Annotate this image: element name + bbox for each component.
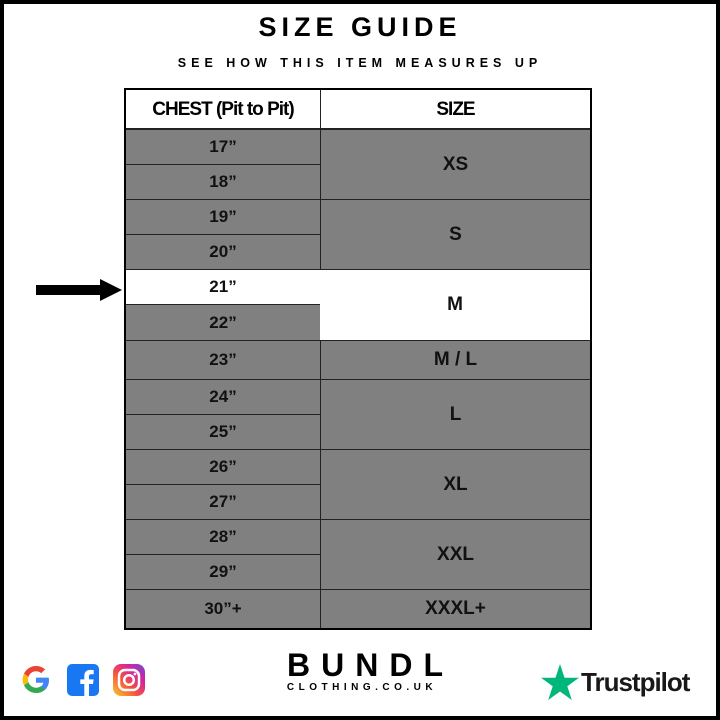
- size-cell: S: [321, 200, 590, 269]
- google-icon[interactable]: [20, 664, 52, 696]
- row-divider: [126, 589, 320, 590]
- trustpilot-badge[interactable]: Trustpilot: [541, 664, 690, 700]
- arrow-right-icon: [36, 279, 122, 301]
- chest-cell: 25”: [126, 415, 320, 449]
- chest-cell: 29”: [126, 555, 320, 589]
- column-divider: [320, 199, 321, 269]
- column-divider: [320, 519, 321, 589]
- size-cell: L: [321, 380, 590, 449]
- row-divider: [126, 449, 320, 450]
- row-divider: [126, 414, 320, 415]
- size-cell-highlighted: M: [320, 269, 590, 340]
- row-divider: [320, 589, 590, 590]
- row-divider: [320, 519, 590, 520]
- chest-cell: 19”: [126, 200, 320, 234]
- column-header-chest: CHEST (Pit to Pit): [126, 90, 320, 129]
- row-divider: [320, 269, 590, 270]
- row-divider: [126, 379, 320, 380]
- column-divider: [320, 379, 321, 449]
- row-divider: [126, 164, 320, 165]
- column-header-size: SIZE: [321, 90, 590, 129]
- chest-cell: 24”: [126, 380, 320, 414]
- row-divider: [126, 340, 320, 341]
- row-divider: [320, 340, 590, 341]
- size-cell: XXXL+: [321, 590, 590, 628]
- chest-cell: 22”: [126, 305, 320, 340]
- size-cell: XL: [321, 450, 590, 519]
- page-subtitle: SEE HOW THIS ITEM MEASURES UP: [177, 56, 543, 70]
- row-divider: [320, 379, 590, 380]
- chest-cell-highlighted: 21”: [126, 270, 320, 304]
- column-divider: [320, 449, 321, 519]
- chest-cell: 17”: [126, 130, 320, 164]
- page-title: SIZE GUIDE: [258, 12, 462, 42]
- column-divider: [320, 340, 321, 379]
- column-divider: [320, 129, 321, 199]
- size-cell: M / L: [321, 341, 590, 379]
- row-divider: [126, 199, 320, 200]
- chest-cell: 27”: [126, 485, 320, 519]
- trustpilot-star-icon: [541, 664, 579, 700]
- row-divider: [126, 269, 320, 270]
- facebook-icon[interactable]: [67, 664, 99, 696]
- row-divider: [320, 449, 590, 450]
- chest-cell: 26”: [126, 450, 320, 484]
- row-divider: [126, 519, 320, 520]
- chest-cell: 30”+: [126, 590, 320, 628]
- size-cell: XXL: [321, 520, 590, 589]
- brand-logo: BUNDL CLOTHING.CO.UK: [286, 647, 454, 693]
- chest-cell: 23”: [126, 341, 320, 379]
- size-table: CHEST (Pit to Pit) SIZE 17” 18” 19” 20” 21” 22”…: [124, 88, 592, 630]
- chest-cell: 28”: [126, 520, 320, 554]
- instagram-icon[interactable]: [113, 664, 145, 696]
- chest-cell: 20”: [126, 235, 320, 269]
- row-divider: [126, 234, 320, 235]
- row-divider: [126, 304, 320, 305]
- row-divider: [320, 199, 590, 200]
- column-divider: [320, 589, 321, 628]
- size-cell: XS: [321, 130, 590, 199]
- header-divider: [126, 128, 590, 130]
- chest-cell: 18”: [126, 165, 320, 199]
- column-divider: [320, 90, 321, 129]
- row-divider: [126, 554, 320, 555]
- row-divider: [126, 484, 320, 485]
